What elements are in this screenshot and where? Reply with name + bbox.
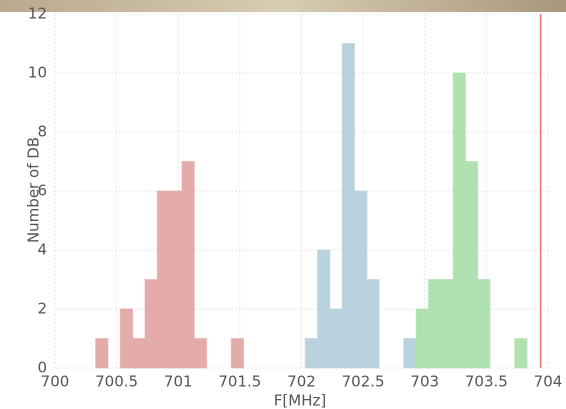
x-tick-label: 700.5 xyxy=(95,373,138,391)
bar xyxy=(514,338,528,369)
bar xyxy=(452,72,466,369)
header-texture xyxy=(0,0,566,12)
x-tick-label: 702 xyxy=(287,373,316,391)
y-tick-label: 12 xyxy=(28,5,47,23)
bar xyxy=(415,308,429,369)
bar xyxy=(156,190,171,369)
x-tick-label: 701 xyxy=(164,373,193,391)
bar xyxy=(230,338,245,369)
x-tick-label: 703.5 xyxy=(465,373,508,391)
bar xyxy=(477,279,491,369)
bar xyxy=(329,308,343,369)
y-tick-label: 10 xyxy=(28,64,47,82)
x-tick-label: 704 xyxy=(534,373,563,391)
bar xyxy=(169,190,183,369)
y-tick-label: 8 xyxy=(37,123,47,141)
bar xyxy=(181,161,195,369)
bar xyxy=(427,279,442,369)
y-tick-label: 2 xyxy=(37,300,47,318)
bar xyxy=(304,338,319,369)
y-tick-label: 4 xyxy=(37,241,47,259)
bar xyxy=(132,338,146,369)
bar xyxy=(341,43,355,369)
bar xyxy=(353,190,368,369)
y-tick-label: 0 xyxy=(37,359,47,377)
bar xyxy=(144,279,158,369)
bar xyxy=(119,308,134,369)
x-axis-label: F[MHz] xyxy=(274,392,326,409)
bar xyxy=(464,161,479,369)
y-tick-label: 6 xyxy=(37,182,47,200)
bar xyxy=(403,338,417,369)
x-tick-label: 703 xyxy=(410,373,439,391)
bar xyxy=(366,279,380,369)
y-axis-label: Number of DB xyxy=(25,137,43,243)
bar xyxy=(193,338,208,369)
bar xyxy=(440,279,454,369)
x-tick-label: 701.5 xyxy=(218,373,261,391)
x-tick-label: 700 xyxy=(41,373,70,391)
bar xyxy=(317,249,331,369)
bar xyxy=(95,338,109,369)
x-tick-label: 702.5 xyxy=(342,373,385,391)
